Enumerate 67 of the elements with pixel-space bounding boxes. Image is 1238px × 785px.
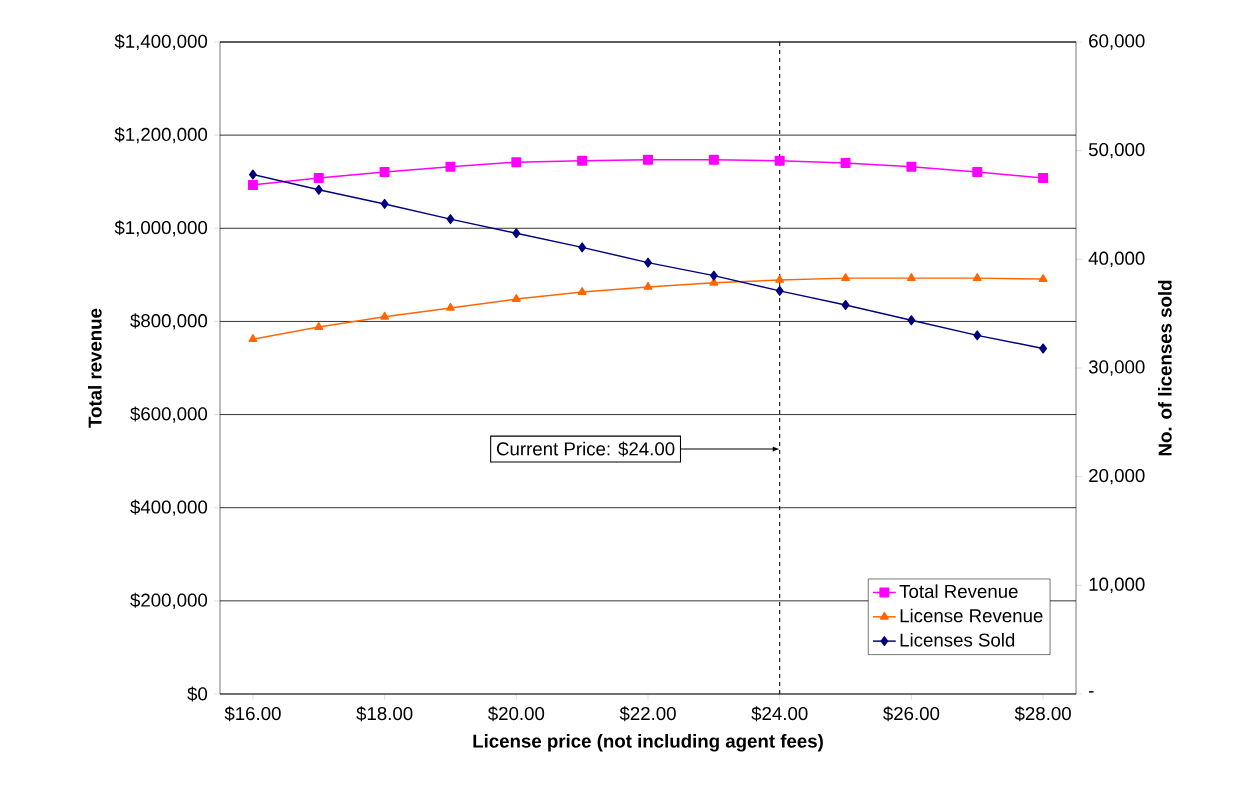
point (972, 166, 983, 177)
y-tick-label: $400,000 (130, 499, 208, 516)
point (708, 154, 719, 165)
point (446, 302, 455, 311)
y-tick-label: $0 (187, 686, 208, 702)
x-tick-label: $16.00 (224, 706, 281, 722)
y-tick-label: $200,000 (130, 592, 208, 609)
point (380, 311, 390, 320)
y2-axis-title: No. of licenses sold (1157, 280, 1172, 456)
point (907, 315, 916, 326)
point (775, 285, 784, 296)
point (512, 228, 521, 239)
point (379, 166, 390, 177)
y2-tick-label: 50,000 (1088, 142, 1145, 159)
point (247, 179, 258, 190)
x-axis-title: License price (not including agent fees) (473, 734, 823, 752)
x-tick-label: $24.00 (751, 706, 808, 722)
y2-tick-label: 60,000 (1089, 34, 1145, 50)
point (248, 169, 257, 180)
point (644, 257, 652, 268)
legend-label: License Revenue (900, 608, 1043, 623)
point (841, 273, 850, 281)
y2-tick-label: 20,000 (1089, 468, 1145, 485)
point (972, 273, 982, 281)
point (841, 299, 850, 310)
x-tick-label: $22.00 (619, 706, 676, 722)
y-tick-label: $1,200,000 (114, 127, 208, 144)
point (577, 287, 587, 295)
point (577, 155, 588, 166)
point (314, 322, 324, 330)
y-tick-label: $800,000 (130, 313, 208, 330)
y-tick-label: $1,400,000 (114, 33, 208, 51)
point (774, 155, 785, 166)
point (511, 294, 521, 302)
y2-tick-label: 10,000 (1089, 577, 1145, 594)
point (511, 157, 522, 168)
y2-tick-label: - (1089, 691, 1094, 693)
legend-label: Licenses Sold (900, 632, 1015, 647)
point (578, 242, 587, 253)
y-tick-label: $1,000,000 (114, 220, 208, 237)
point (973, 330, 982, 341)
y-tick-label: $600,000 (130, 406, 208, 423)
y2-tick-label: 40,000 (1088, 251, 1145, 268)
legend-label: Total Revenue (899, 584, 1018, 599)
point (643, 281, 653, 290)
annotation: Current Price: $24.00 (496, 441, 675, 457)
point (380, 198, 389, 209)
point (313, 172, 324, 183)
point (1038, 172, 1049, 183)
point (709, 270, 718, 281)
point (840, 158, 851, 169)
point (1039, 343, 1048, 354)
point (775, 274, 785, 283)
point (314, 184, 323, 195)
y-axis-title: Total revenue (87, 308, 102, 428)
x-tick-label: $18.00 (356, 706, 413, 722)
x-tick-label: $20.00 (487, 706, 545, 722)
point (446, 214, 455, 225)
y2-tick-label: 30,000 (1088, 360, 1145, 376)
point (643, 154, 654, 165)
x-tick-label: $28.00 (1014, 706, 1071, 722)
point (906, 161, 917, 172)
point (1038, 274, 1048, 282)
x-tick-label: $26.00 (883, 706, 940, 722)
point (906, 273, 916, 281)
point (445, 161, 456, 172)
point (248, 334, 258, 342)
